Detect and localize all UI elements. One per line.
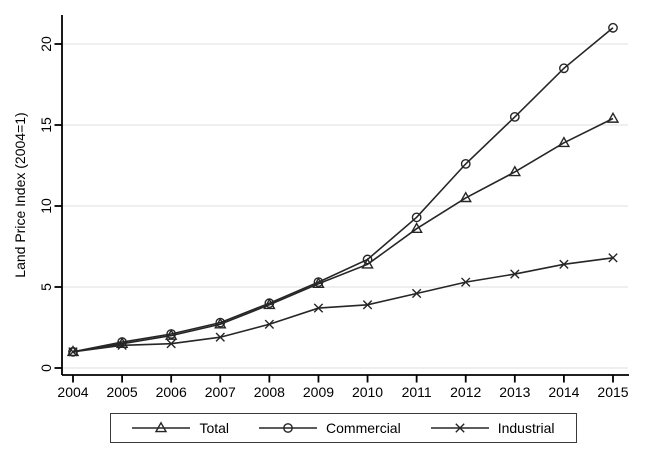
- x-tick-label: 2004: [57, 384, 88, 400]
- triangle-marker-icon: [508, 165, 522, 177]
- series-line-total: [72, 117, 614, 353]
- x-marker-icon: [68, 347, 78, 357]
- circle-marker-icon: [509, 112, 520, 122]
- series-industrial: [68, 253, 618, 357]
- y-axis-title: Land Price Index (2004=1): [12, 112, 28, 277]
- x-tick-label: 2015: [597, 384, 628, 400]
- triangle-marker-icon: [155, 421, 168, 433]
- series-total: [66, 111, 620, 357]
- x-marker-icon: [215, 332, 225, 342]
- triangle-marker-icon: [410, 222, 423, 233]
- triangle-marker-icon: [459, 191, 472, 203]
- legend-label-total: Total: [199, 420, 230, 436]
- legend-item-commercial: Commercial: [259, 421, 401, 435]
- x-tick-label: 2010: [352, 384, 383, 400]
- x-marker-icon: [461, 277, 471, 287]
- industrial-line-swatch-icon: [430, 423, 489, 433]
- legend-item-industrial: Industrial: [430, 420, 555, 436]
- x-tick-label: 2005: [107, 384, 138, 400]
- axes: [61, 15, 629, 376]
- x-marker-icon: [559, 259, 569, 270]
- x-marker-icon: [411, 288, 422, 299]
- y-tick-label: 20: [38, 36, 54, 52]
- x-tick-label: 2007: [205, 384, 236, 400]
- circle-marker-icon: [215, 317, 226, 328]
- circle-marker-icon: [608, 22, 618, 33]
- x-tick-label: 2009: [303, 384, 334, 400]
- triangle-marker-icon: [557, 136, 571, 148]
- series-line-commercial: [72, 27, 614, 353]
- x-marker-icon: [264, 319, 275, 329]
- x-marker-icon: [362, 300, 373, 310]
- circle-marker-icon: [411, 212, 422, 223]
- circle-marker-icon: [166, 329, 177, 339]
- x-marker-icon: [313, 303, 324, 313]
- y-tick-label: 10: [38, 198, 54, 214]
- y-tick-label: 15: [38, 117, 54, 133]
- y-axis-ticks: 0 5 10 15 20: [38, 36, 62, 372]
- legend-item-total: Total: [132, 421, 229, 435]
- x-marker-icon: [455, 423, 465, 433]
- x-tick-label: 2012: [450, 384, 481, 400]
- circle-marker-icon: [313, 277, 324, 288]
- x-tick-label: 2008: [254, 384, 285, 400]
- y-tick-label: 5: [38, 283, 54, 291]
- circle-marker-icon: [460, 158, 471, 169]
- circle-marker-icon: [559, 63, 569, 74]
- gridlines: [63, 43, 628, 369]
- x-tick-label: 2011: [402, 384, 432, 400]
- legend-label-industrial: Industrial: [497, 420, 555, 436]
- x-marker-icon: [510, 269, 520, 279]
- x-tick-label: 2014: [548, 384, 579, 400]
- legend: Total Commercial Industrial: [110, 413, 577, 443]
- commercial-line-swatch-icon: [259, 423, 318, 433]
- circle-marker-icon: [264, 298, 275, 309]
- x-marker-icon: [117, 340, 127, 351]
- circle-marker-icon: [283, 423, 293, 433]
- legend-label-commercial: Commercial: [326, 420, 401, 436]
- x-marker-icon: [166, 339, 176, 349]
- x-axis-ticks: 2004 2005 2006 2007 2008 2009 2010 2011 2012 2013…: [57, 375, 629, 400]
- y-tick-label: 0: [38, 364, 54, 372]
- triangle-marker-icon: [606, 111, 620, 123]
- total-line-swatch-icon: [132, 421, 191, 433]
- x-tick-label: 2006: [156, 384, 187, 400]
- series-line-industrial: [72, 257, 614, 353]
- circle-marker-icon: [362, 254, 373, 265]
- x-marker-icon: [608, 253, 618, 263]
- x-tick-label: 2013: [499, 384, 530, 400]
